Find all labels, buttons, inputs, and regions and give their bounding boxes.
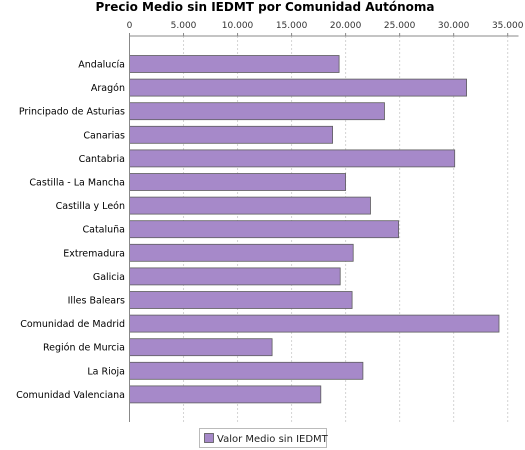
- category-labels: Andalucía Aragón Principado de Asturias Can…: [16, 60, 125, 401]
- bar: [129, 196, 371, 215]
- category-label: Illes Balears: [68, 296, 125, 307]
- legend-label: Valor Medio sin IEDMT: [217, 434, 329, 445]
- category-label: Andalucía: [78, 60, 125, 71]
- bar: [129, 173, 347, 191]
- category-label: Canarias: [83, 130, 125, 141]
- legend-box: [199, 428, 327, 448]
- bar: [129, 149, 456, 168]
- category-label: Castilla y León: [56, 201, 125, 212]
- legend: Valor Medio sin IEDMT: [199, 428, 329, 448]
- bar: [129, 385, 322, 404]
- category-label: Región de Murcia: [43, 343, 125, 354]
- category-label: Principado de Asturias: [19, 107, 125, 118]
- bar: [129, 125, 334, 144]
- tick-label: 30.000: [438, 21, 470, 31]
- category-label: Comunidad de Madrid: [20, 319, 125, 330]
- category-label: Cantabria: [79, 154, 125, 165]
- bar: [129, 291, 353, 309]
- bar: [129, 338, 273, 357]
- category-label: La Rioja: [87, 366, 125, 377]
- category-label: Cataluña: [82, 225, 125, 236]
- bar: [129, 243, 354, 262]
- legend-swatch: [204, 433, 214, 443]
- bar: [129, 220, 400, 239]
- bar: [129, 361, 364, 380]
- x-axis-ticks: 0 5.000 10.000 15.000 20.000 25.000 30.000 35.0…: [127, 21, 524, 36]
- bar: [129, 267, 341, 286]
- tick-label: 10.000: [222, 21, 254, 31]
- category-label: Aragón: [91, 83, 125, 94]
- tick-label: 35.000: [492, 21, 524, 31]
- tick-label: 5.000: [171, 21, 197, 31]
- bar: [129, 102, 385, 121]
- category-label: Galicia: [93, 272, 125, 283]
- chart-title: Precio Medio sin IEDMT por Comunidad Aut…: [96, 0, 435, 14]
- bar: [129, 78, 468, 97]
- tick-label: 20.000: [330, 21, 362, 31]
- bar: [129, 55, 340, 73]
- category-label: Comunidad Valenciana: [16, 390, 125, 401]
- category-label: Extremadura: [63, 248, 125, 259]
- category-label: Castilla - La Mancha: [29, 178, 125, 189]
- tick-label: 25.000: [384, 21, 416, 31]
- tick-label: 0: [127, 21, 133, 31]
- tick-label: 15.000: [276, 21, 308, 31]
- bar: [129, 314, 500, 333]
